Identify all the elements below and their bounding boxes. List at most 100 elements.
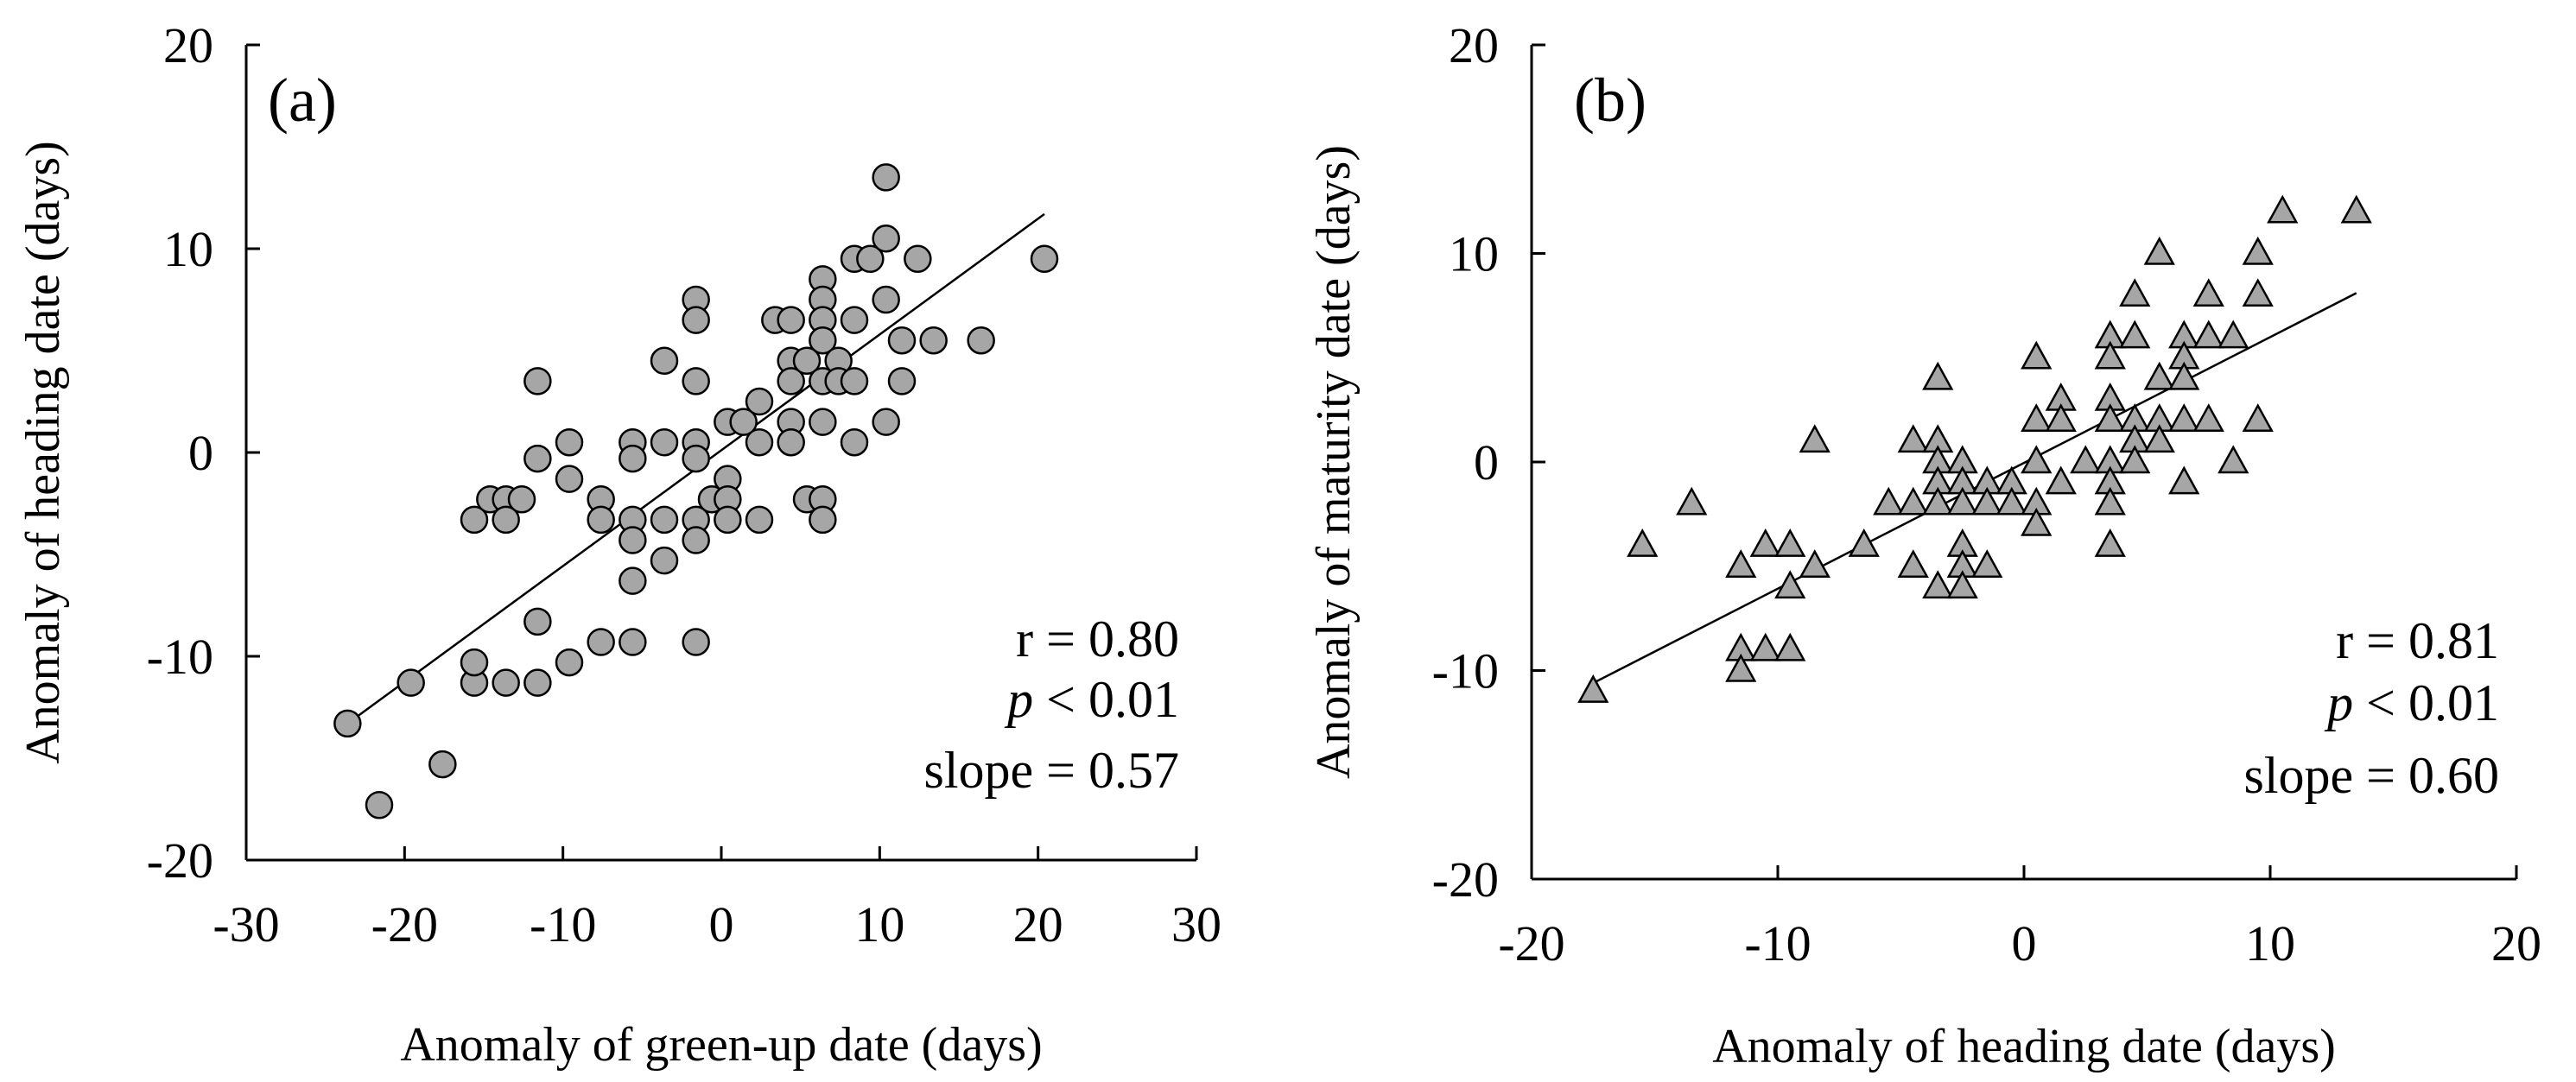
data-point — [1774, 570, 1806, 599]
data-point — [2242, 278, 2274, 307]
y-tick-label: 10 — [1449, 226, 1499, 282]
data-point — [587, 628, 615, 656]
data-point — [1922, 486, 1954, 516]
data-point — [1873, 486, 1905, 516]
data-point — [2045, 403, 2077, 432]
p-value: p < 0.01 — [1004, 671, 1179, 728]
data-point — [809, 408, 837, 436]
data-point — [2168, 403, 2200, 432]
data-point — [1848, 528, 1880, 557]
data-point — [619, 526, 647, 554]
data-point — [2021, 403, 2053, 432]
data-point — [2021, 507, 2053, 536]
data-point — [1971, 549, 2003, 578]
data-point — [682, 628, 710, 656]
x-tick-label: 10 — [2245, 915, 2295, 971]
data-point — [1725, 549, 1757, 578]
data-point — [887, 326, 917, 355]
data-point — [1627, 528, 1659, 557]
data-point — [2242, 236, 2274, 265]
data-point — [555, 648, 584, 677]
data-point — [507, 485, 536, 514]
data-point — [840, 306, 869, 334]
x-tick-label: -30 — [213, 896, 279, 952]
data-point — [682, 306, 710, 334]
x-tick-label: 30 — [1171, 896, 1221, 952]
data-point — [777, 367, 805, 395]
data-point — [2143, 361, 2175, 390]
data-point — [1774, 632, 1806, 661]
data-point — [1749, 632, 1781, 661]
data-point — [840, 367, 869, 395]
data-point — [856, 244, 885, 274]
data-point — [1946, 570, 1978, 599]
p-symbol: p — [1004, 671, 1033, 728]
data-point — [1897, 549, 1929, 578]
x-tick-label: -20 — [371, 896, 438, 952]
slope-value: slope = 0.60 — [2244, 747, 2500, 804]
data-point — [1676, 486, 1708, 516]
data-point — [2242, 403, 2274, 432]
y-tick-label: 0 — [188, 425, 213, 481]
data-point — [523, 367, 552, 395]
data-point — [1897, 424, 1929, 453]
data-point — [619, 566, 647, 595]
data-point — [523, 607, 552, 636]
data-point — [2094, 486, 2126, 516]
data-point — [2070, 445, 2102, 474]
data-point — [840, 427, 869, 457]
x-tick-label: -20 — [1498, 915, 1564, 971]
data-point — [809, 326, 837, 355]
data-point — [745, 387, 774, 416]
data-point — [2119, 445, 2151, 474]
data-point — [682, 367, 710, 395]
y-axis-title: Anomaly of maturity date (days) — [1307, 145, 1361, 779]
data-point — [1922, 361, 1954, 390]
data-point — [872, 285, 900, 314]
data-point — [619, 628, 647, 656]
p-threshold: < 0.01 — [2353, 674, 2499, 731]
y-tick-label: -20 — [147, 832, 213, 889]
data-point — [777, 427, 805, 457]
data-point — [2192, 320, 2224, 349]
data-point — [1030, 244, 1059, 274]
y-tick-label: -10 — [1432, 643, 1499, 699]
x-tick-label: 0 — [2012, 915, 2037, 971]
data-point — [1774, 528, 1806, 557]
data-point — [397, 668, 425, 697]
y-axis-title: Anomaly of heading date (days) — [16, 141, 70, 764]
data-point — [714, 505, 742, 535]
data-point — [745, 427, 774, 457]
p-threshold: < 0.01 — [1033, 671, 1179, 728]
data-point — [777, 306, 805, 334]
data-point — [365, 791, 394, 819]
data-point — [555, 427, 584, 457]
data-point — [1799, 424, 1830, 453]
data-point — [919, 326, 948, 355]
data-point — [729, 408, 758, 436]
data-point — [2218, 320, 2249, 349]
p-value: p < 0.01 — [2324, 674, 2499, 731]
p-symbol: p — [2324, 674, 2353, 731]
data-point — [428, 750, 457, 779]
data-point — [872, 224, 900, 253]
data-point — [2143, 424, 2175, 453]
data-point — [2021, 445, 2053, 474]
y-tick-label: -10 — [147, 629, 213, 685]
x-axis-title: Anomaly of heading date (days) — [1712, 1020, 2336, 1073]
y-tick-label: -20 — [1432, 851, 1499, 908]
data-point — [2340, 194, 2372, 224]
data-point — [1749, 528, 1781, 557]
data-point — [333, 709, 362, 738]
x-tick-label: 20 — [1013, 896, 1063, 952]
data-point — [2045, 465, 2077, 495]
data-point — [872, 408, 900, 436]
data-point — [2094, 528, 2126, 557]
data-point — [492, 505, 520, 535]
data-point — [745, 505, 774, 535]
data-point — [2094, 340, 2126, 370]
data-point — [523, 444, 552, 473]
data-point — [1946, 486, 1978, 516]
y-tick-label: 20 — [163, 17, 213, 73]
